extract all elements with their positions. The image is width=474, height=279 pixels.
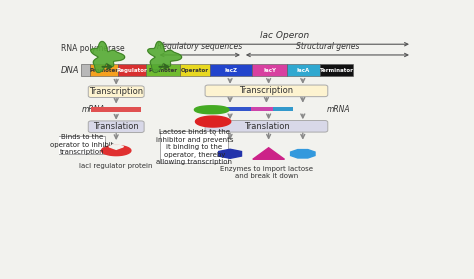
Text: RNA polymerase: RNA polymerase xyxy=(61,44,125,53)
Text: lacI regulator protein: lacI regulator protein xyxy=(80,163,153,169)
Text: Terminator: Terminator xyxy=(319,68,354,73)
Text: Structural genes: Structural genes xyxy=(296,42,359,51)
Bar xyxy=(91,107,141,112)
Bar xyxy=(91,64,118,76)
Polygon shape xyxy=(291,150,315,158)
Text: Promoter: Promoter xyxy=(148,68,178,73)
Text: Binds to the
operator to inhibit
transcription: Binds to the operator to inhibit transcr… xyxy=(50,134,113,155)
Text: Translation: Translation xyxy=(244,122,289,131)
Text: Transcription: Transcription xyxy=(239,86,293,95)
Text: Regulator: Regulator xyxy=(117,68,147,73)
Bar xyxy=(287,64,320,76)
FancyBboxPatch shape xyxy=(88,86,144,97)
Bar xyxy=(181,64,210,76)
Bar xyxy=(82,64,91,76)
Polygon shape xyxy=(253,148,284,159)
FancyBboxPatch shape xyxy=(58,136,105,154)
Bar xyxy=(320,64,353,76)
FancyBboxPatch shape xyxy=(88,121,144,133)
FancyBboxPatch shape xyxy=(205,121,328,132)
Text: Lactose binds to the
inhibitor and prevents
it binding to the
operator, thereby
: Lactose binds to the inhibitor and preve… xyxy=(155,129,233,165)
Polygon shape xyxy=(195,116,231,127)
FancyBboxPatch shape xyxy=(205,85,328,97)
Bar xyxy=(210,64,252,76)
Bar xyxy=(273,107,293,112)
Polygon shape xyxy=(109,145,123,149)
Polygon shape xyxy=(101,146,131,156)
Text: Promoter: Promoter xyxy=(90,68,119,73)
Text: lacZ: lacZ xyxy=(225,68,237,73)
Text: Regulatory sequences: Regulatory sequences xyxy=(157,42,242,51)
Text: Enzymes to import lactose
and break it down: Enzymes to import lactose and break it d… xyxy=(220,166,313,179)
Text: lacY: lacY xyxy=(263,68,276,73)
FancyBboxPatch shape xyxy=(160,131,228,163)
Bar xyxy=(252,64,287,76)
Text: Translation: Translation xyxy=(93,122,139,131)
Polygon shape xyxy=(148,42,182,73)
Bar xyxy=(251,107,273,112)
Text: mRNA: mRNA xyxy=(327,105,350,114)
Text: Transcription: Transcription xyxy=(89,87,143,96)
Bar xyxy=(118,64,146,76)
Text: mRNA: mRNA xyxy=(82,105,105,114)
Polygon shape xyxy=(219,149,242,158)
Bar xyxy=(146,64,181,76)
Text: Operator: Operator xyxy=(181,68,209,73)
Polygon shape xyxy=(91,42,125,73)
Polygon shape xyxy=(194,106,229,114)
Bar xyxy=(209,107,251,112)
Text: lac Operon: lac Operon xyxy=(260,31,309,40)
Text: DNA: DNA xyxy=(61,66,80,74)
Text: lacA: lacA xyxy=(297,68,310,73)
